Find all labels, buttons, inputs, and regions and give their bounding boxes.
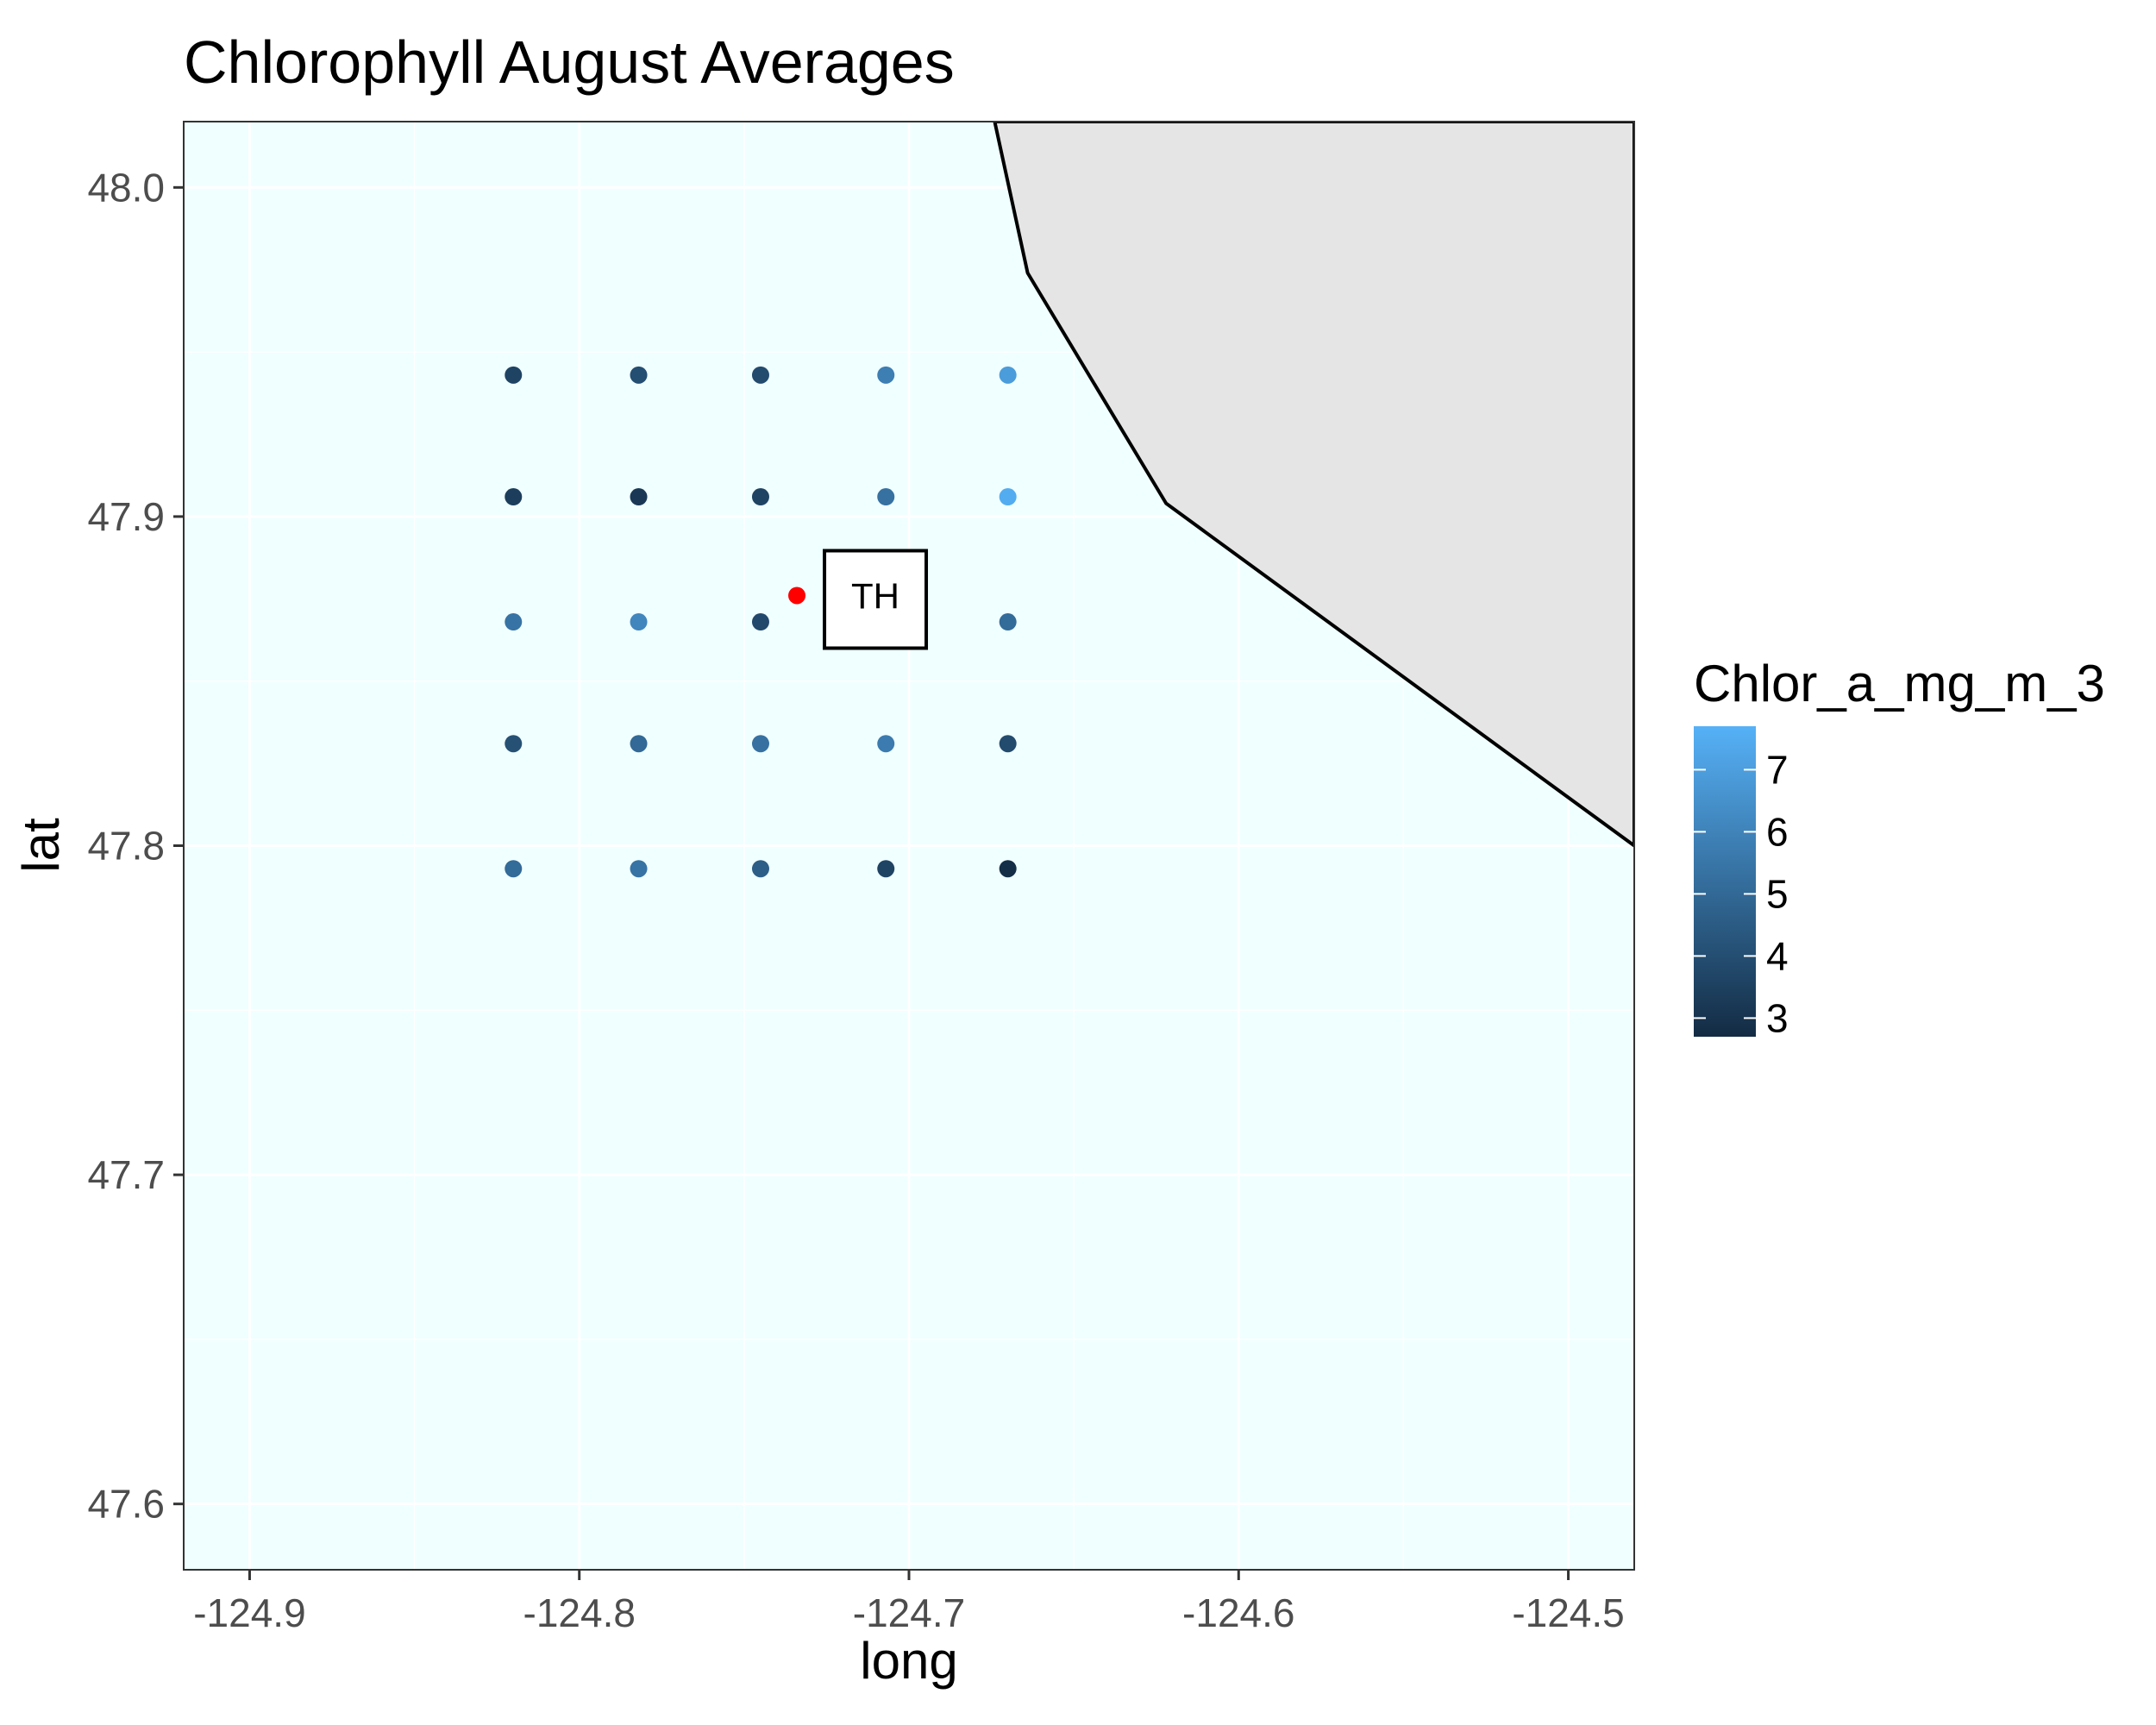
chlorophyll-point: [751, 366, 769, 384]
chart-title: Chlorophyll August Averages: [184, 28, 955, 96]
y-axis-title: lat: [12, 818, 70, 873]
y-tick-label: 47.8: [87, 824, 165, 869]
chlorophyll-point: [877, 488, 895, 506]
legend-ticks: 3 4 5 6 7: [1694, 747, 1789, 1040]
chlorophyll-point: [751, 735, 769, 753]
chlorophyll-point: [505, 366, 523, 384]
chlorophyll-point: [999, 366, 1017, 384]
x-tick-label: -124.6: [1182, 1590, 1294, 1635]
chlorophyll-point: [751, 613, 769, 631]
x-tick-label: -124.8: [523, 1590, 636, 1635]
legend-tick-label: 6: [1766, 809, 1789, 854]
chlorophyll-point: [999, 735, 1017, 753]
chlorophyll-point: [505, 735, 523, 753]
chlorophyll-point: [505, 488, 523, 506]
chlorophyll-point: [505, 613, 523, 631]
plot-panel: TH: [183, 121, 1635, 1571]
chlorophyll-point: [630, 735, 648, 753]
chlorophyll-point: [877, 366, 895, 384]
chlorophyll-point: [999, 488, 1017, 506]
x-axis: -124.9 -124.8 -124.7 -124.6 -124.5: [193, 1570, 1625, 1635]
color-legend: Chlor_a_mg_m_3 3 4 5 6 7: [1694, 655, 2105, 1040]
land-polygon: [993, 122, 1634, 848]
x-tick-label: -124.5: [1512, 1590, 1624, 1635]
legend-tick-label: 7: [1766, 747, 1789, 792]
site-marker: [788, 586, 806, 605]
x-tick-label: -124.7: [853, 1590, 965, 1635]
site-label-box: [823, 549, 929, 650]
y-tick-label: 47.7: [87, 1152, 165, 1197]
y-axis: 47.6 47.7 47.8 47.9 48.0: [87, 165, 184, 1527]
y-tick-label: 48.0: [87, 165, 165, 210]
chlorophyll-point: [505, 860, 523, 878]
chlorophyll-points: [505, 366, 1017, 878]
y-tick-label: 47.9: [87, 494, 165, 539]
chlorophyll-point: [751, 860, 769, 878]
legend-tick-label: 5: [1766, 871, 1789, 916]
x-tick-label: -124.9: [193, 1590, 305, 1635]
chlorophyll-point: [751, 488, 769, 506]
y-tick-label: 47.6: [87, 1482, 165, 1527]
chlorophyll-point: [630, 488, 648, 506]
chlorophyll-point: [877, 735, 895, 753]
chlorophyll-point: [630, 366, 648, 384]
chlorophyll-point: [999, 860, 1017, 878]
legend-title: Chlor_a_mg_m_3: [1694, 655, 2105, 712]
x-axis-title: long: [860, 1632, 957, 1690]
chlorophyll-point: [877, 860, 895, 878]
chlorophyll-point: [630, 860, 648, 878]
site-label: TH: [851, 575, 899, 616]
site-marker-group: TH: [788, 549, 929, 650]
legend-tick-label: 4: [1766, 933, 1789, 978]
chlorophyll-point: [630, 613, 648, 631]
legend-tick-label: 3: [1766, 995, 1789, 1040]
chlorophyll-point: [999, 613, 1017, 631]
legend-colorbar: [1694, 726, 1756, 1037]
